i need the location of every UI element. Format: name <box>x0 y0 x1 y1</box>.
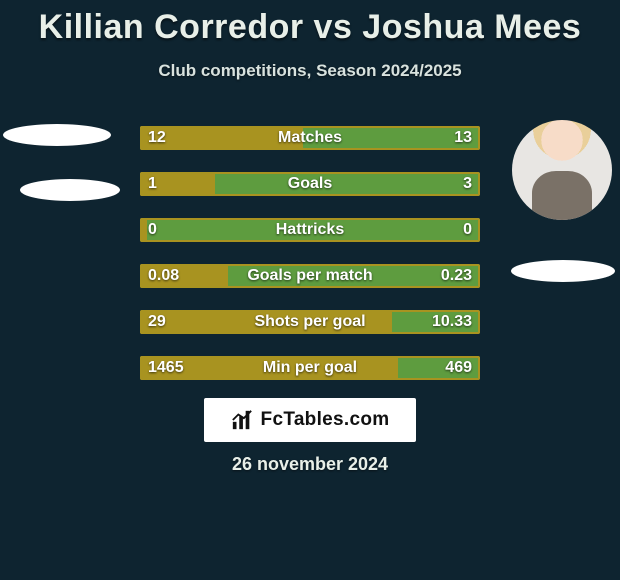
stat-left-value: 12 <box>140 126 174 150</box>
stat-left-value: 1 <box>140 172 165 196</box>
stat-right-seg <box>147 218 480 242</box>
stat-left-value: 0 <box>140 218 165 242</box>
stat-right-value: 13 <box>446 126 480 150</box>
stat-right-value: 0.23 <box>433 264 480 288</box>
stat-left-value: 29 <box>140 310 174 334</box>
stat-row: 0.080.23Goals per match <box>140 264 480 288</box>
stat-right-value: 3 <box>455 172 480 196</box>
logo-text: FcTables.com <box>261 409 390 431</box>
stat-left-value: 1465 <box>140 356 192 380</box>
player-right-avatar <box>512 120 612 220</box>
stat-left-seg <box>140 310 392 334</box>
stat-row: 1213Matches <box>140 126 480 150</box>
page-title: Killian Corredor vs Joshua Mees <box>0 0 620 47</box>
date-label: 26 november 2024 <box>0 454 620 475</box>
stat-right-value: 0 <box>455 218 480 242</box>
stat-row: 13Goals <box>140 172 480 196</box>
subtitle: Club competitions, Season 2024/2025 <box>0 61 620 81</box>
fctables-logo: FcTables.com <box>204 398 416 442</box>
stat-row: 2910.33Shots per goal <box>140 310 480 334</box>
stat-left-value: 0.08 <box>140 264 187 288</box>
stat-right-value: 10.33 <box>424 310 480 334</box>
bar-chart-icon <box>231 409 253 431</box>
player-left-name-oval-1 <box>3 124 111 146</box>
player-left-name-oval-2 <box>20 179 120 201</box>
player-right-name-oval <box>511 260 615 282</box>
stats-bars: 1213Matches13Goals00Hattricks0.080.23Goa… <box>140 126 480 402</box>
stat-row: 00Hattricks <box>140 218 480 242</box>
stat-right-seg <box>215 172 480 196</box>
stat-right-value: 469 <box>437 356 480 380</box>
stat-row: 1465469Min per goal <box>140 356 480 380</box>
